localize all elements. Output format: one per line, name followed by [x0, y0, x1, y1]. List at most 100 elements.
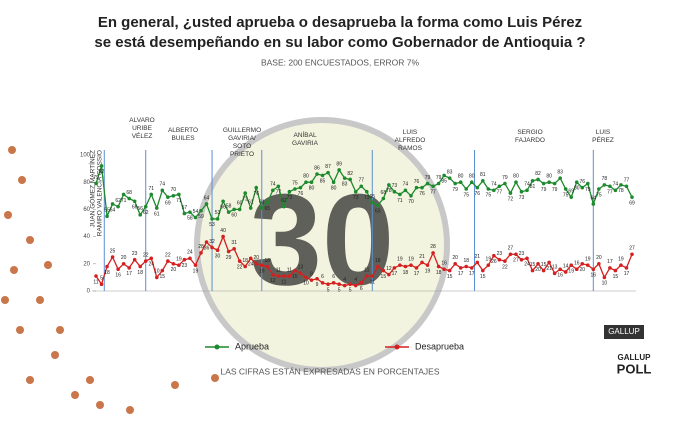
data-point [547, 180, 551, 184]
data-point [132, 199, 137, 204]
data-point [342, 283, 347, 288]
data-point [204, 202, 209, 206]
data-point [574, 267, 579, 272]
value-label: 60 [237, 201, 243, 207]
data-point [248, 206, 253, 210]
value-label: 28 [198, 244, 204, 250]
data-point [149, 256, 154, 261]
value-label: 83 [342, 181, 348, 187]
data-point [608, 184, 612, 189]
value-label: 58 [187, 215, 193, 221]
data-point [121, 192, 126, 197]
value-label: 11 [276, 267, 281, 273]
data-point [210, 245, 214, 250]
data-point [536, 262, 540, 266]
value-label: 5 [100, 276, 103, 282]
data-point [320, 173, 325, 178]
value-label: 64 [110, 207, 116, 213]
data-point [436, 181, 441, 186]
data-point [541, 268, 546, 273]
value-label: 10 [303, 281, 309, 287]
data-point [282, 274, 286, 278]
value-label: 18 [375, 258, 381, 264]
value-label: 4 [343, 277, 346, 283]
value-label: 25 [110, 248, 116, 254]
value-label: 10 [154, 269, 160, 275]
value-label: 13 [552, 265, 558, 271]
data-point [149, 192, 154, 197]
value-label: 59 [198, 214, 204, 220]
data-point [193, 215, 198, 220]
value-label: 20 [253, 255, 259, 261]
data-point [199, 208, 203, 213]
period-label: LUIS PÉREZ [592, 129, 614, 144]
data-point [425, 263, 430, 267]
value-label: 73 [519, 195, 525, 201]
data-point [574, 180, 579, 184]
value-label: 30 [215, 254, 221, 260]
value-label: 19 [568, 268, 574, 274]
value-label: 77 [497, 190, 503, 196]
value-label: 80 [309, 186, 315, 192]
value-label: 29 [226, 255, 232, 261]
y-tick-label: 80 [83, 180, 90, 186]
logo: GALLUP GALLUP POLL [604, 325, 651, 376]
data-point [563, 187, 568, 191]
value-label: 19 [486, 256, 492, 262]
data-point [105, 264, 109, 269]
data-point [177, 192, 181, 197]
value-label: 24 [524, 262, 530, 268]
value-label: 4 [354, 277, 357, 283]
data-point [271, 188, 275, 193]
data-point [597, 262, 601, 266]
data-point [215, 248, 220, 252]
data-point [475, 185, 480, 190]
value-label: 8 [310, 271, 313, 277]
period-label: ALVARO URIBE VÉLEZ [129, 117, 154, 140]
value-label: 22 [502, 264, 508, 270]
data-point [188, 210, 192, 214]
data-point [425, 181, 430, 186]
data-point [298, 271, 303, 276]
value-label: 80 [469, 174, 475, 180]
data-point [315, 276, 319, 281]
data-point [359, 184, 364, 189]
value-label: 16 [115, 273, 121, 279]
data-point [525, 256, 529, 261]
value-label: 14 [563, 263, 569, 269]
value-label: 10 [602, 281, 608, 287]
value-label: 78 [602, 176, 608, 182]
data-point [204, 240, 209, 244]
value-label: 74 [491, 182, 497, 188]
y-tick-label: 60 [83, 207, 90, 213]
logo-text: GALLUP [608, 327, 640, 336]
value-label: 12 [386, 266, 392, 272]
value-label: 73 [392, 183, 398, 189]
data-point [376, 203, 380, 208]
data-point [259, 206, 264, 210]
value-label: 17 [126, 271, 132, 277]
value-label: 80 [574, 186, 580, 192]
data-point [458, 266, 463, 270]
value-label: 23 [519, 251, 525, 257]
data-point [442, 173, 446, 178]
value-label: 82 [347, 171, 353, 177]
data-point [447, 268, 452, 273]
data-point [359, 281, 364, 285]
value-label: 77 [276, 190, 282, 196]
value-label: 18 [463, 258, 469, 264]
value-label: 92 [99, 169, 105, 175]
value-label: 18 [104, 270, 110, 276]
data-point [370, 200, 375, 205]
data-point [552, 271, 557, 276]
data-point [110, 255, 115, 259]
value-label: 19 [193, 268, 199, 274]
data-point [226, 249, 231, 254]
value-label: 21 [474, 254, 480, 260]
value-label: 20 [596, 255, 602, 261]
title-line-1: En general, ¿usted aprueba o desaprueba … [98, 14, 582, 31]
value-label: 11 [287, 267, 292, 273]
value-label: 86 [314, 165, 320, 171]
data-point [530, 179, 535, 183]
data-point [138, 213, 143, 217]
